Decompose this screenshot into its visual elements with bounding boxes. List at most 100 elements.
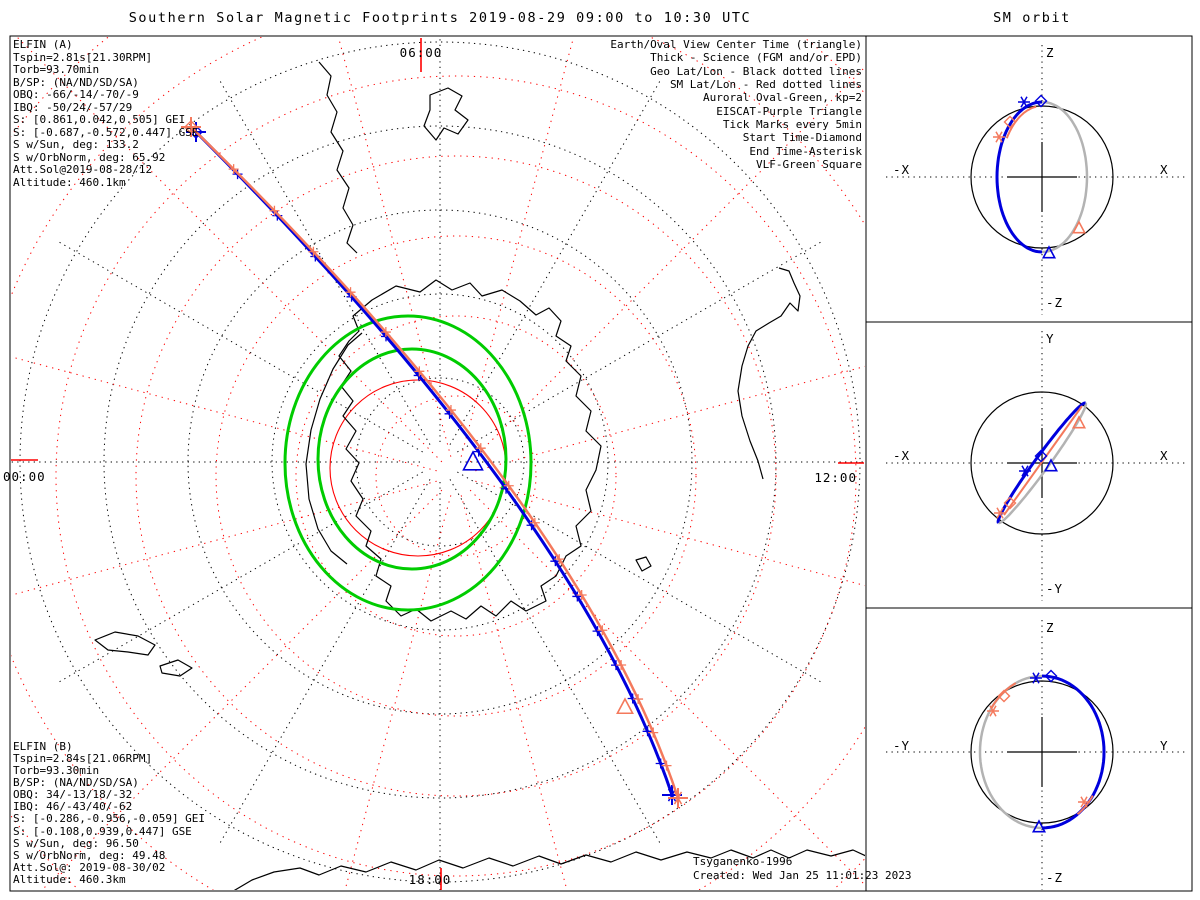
start-time-diamond-marker	[1003, 115, 1017, 129]
tick-plus-marker	[642, 726, 653, 737]
start-time-diamond-marker	[1003, 496, 1017, 510]
tick-plus-marker	[228, 164, 239, 175]
legend-line: Start Time-Diamond	[743, 131, 862, 144]
lon-grid-line	[11, 356, 437, 472]
elfin-b-line: OBQ: 34/-13/18/-32	[13, 788, 132, 801]
footprint-track	[194, 130, 674, 796]
sm-orbit-panel-sm_orbit_xy	[886, 331, 1186, 601]
earth-circle	[970, 680, 1114, 824]
lon-grid-line	[16, 37, 443, 463]
footprint-track	[190, 126, 680, 799]
lat-grid-circle	[355, 377, 525, 547]
auroral-oval	[316, 347, 508, 571]
axis-label: -X	[893, 448, 910, 463]
legend-line: Geo Lat/Lon - Black dotted lines	[650, 65, 862, 78]
legend-line: End Time-Asterisk	[749, 145, 862, 158]
mlt-label-bottom: 18:00	[409, 872, 452, 887]
coastline-south-america-coast	[318, 61, 358, 254]
page-title: Southern Solar Magnetic Footprints 2019-…	[129, 10, 752, 26]
mlt-label-right: 12:00	[814, 470, 857, 485]
center-time-triangle-marker	[1031, 819, 1047, 833]
map-layer	[11, 37, 865, 890]
tick-plus-marker	[661, 760, 672, 771]
axis-label: X	[1160, 448, 1169, 463]
axis-label: Z	[1046, 620, 1055, 635]
tick-plus-marker	[572, 591, 583, 602]
axis-label: -Z	[1046, 870, 1063, 885]
coastline-antarctica-body	[338, 279, 602, 622]
elfin-a-line: IBQ: -50/24/-57/29	[13, 101, 132, 114]
tick-plus-marker	[269, 205, 280, 216]
end-time-asterisk-marker	[1030, 672, 1042, 684]
lon-grid-line	[457, 471, 822, 683]
elfin-b-line: Tspin=2.84s[21.06RPM]	[13, 752, 152, 765]
tick-plus-marker	[592, 626, 603, 637]
lat-grid-circle	[375, 395, 537, 557]
lat-grid-circle	[103, 125, 777, 799]
tick-plus-marker	[380, 327, 391, 338]
coastline-bottom-coast	[233, 849, 865, 890]
lat-grid-circle	[19, 41, 861, 883]
lat-grid-circle	[271, 293, 609, 631]
tick-plus-marker	[633, 694, 644, 705]
tick-plus-marker	[648, 727, 659, 738]
mlt-label-left: 00:00	[3, 469, 46, 484]
elfin-a-line: OBQ: -66/-14/-70/-9	[13, 88, 139, 101]
lon-grid-line	[58, 241, 423, 453]
legend-line: Tick Marks every 5min	[723, 118, 862, 131]
elfin-b-header: ELFIN (B)	[13, 740, 73, 753]
orbit-arc	[1003, 405, 1083, 516]
center-time-triangle-marker	[1071, 220, 1087, 234]
tick-plus-marker	[475, 443, 486, 454]
lon-grid-line	[41, 489, 443, 890]
start-time-diamond-marker	[1034, 449, 1048, 463]
tick-plus-marker	[503, 480, 514, 491]
lon-grid-line	[11, 480, 437, 596]
lon-grid-line	[469, 66, 865, 463]
elfin-b-line: IBQ: 46/-43/40/-62	[13, 800, 132, 813]
sm-orbit-panel-sm_orbit_xz	[886, 45, 1186, 315]
coastline-island-1	[94, 631, 156, 656]
lon-grid-line	[337, 37, 452, 457]
lon-grid-line	[475, 365, 865, 472]
legend-line: VLF-Green Square	[756, 158, 862, 171]
end-time-asterisk-marker	[1078, 796, 1090, 808]
elfin-a-line: Altitude: 460.1km	[13, 176, 126, 189]
elfin-a-header: ELFIN (A)	[13, 38, 73, 51]
center-time-triangle-marker	[616, 697, 634, 715]
tick-plus-marker	[597, 625, 608, 636]
elfin-a-line: S: [-0.687,-0.572,0.447] GSE	[13, 126, 198, 139]
legend-line: EISCAT-Purple Triangle	[716, 105, 862, 118]
axis-label: -X	[893, 162, 910, 177]
start-time-diamond-marker	[1044, 669, 1058, 683]
lon-grid-line	[457, 241, 822, 453]
lat-grid-circle	[295, 315, 617, 637]
lon-grid-line	[449, 479, 661, 844]
lat-grid-circle	[55, 75, 857, 877]
lat-grid-circle	[215, 235, 697, 717]
end-time-asterisk-marker	[993, 131, 1005, 143]
axis-label: Z	[1046, 45, 1055, 60]
created-timestamp: Created: Wed Jan 25 11:01:23 2023	[693, 869, 912, 882]
center-time-triangle-marker	[1071, 415, 1087, 429]
axis-label: Y	[1046, 331, 1055, 346]
elfin-a-line: S w/OrbNorm, deg: 65.92	[13, 151, 165, 164]
lon-grid-line	[475, 480, 865, 587]
tick-plus-marker	[529, 517, 540, 528]
axis-label: Y	[1160, 738, 1169, 753]
lon-grid-line	[449, 80, 661, 445]
center-time-triangle-marker	[1041, 245, 1057, 259]
axis-label: X	[1160, 162, 1169, 177]
tick-plus-marker	[445, 405, 456, 416]
elfin-a-line: Torb=93.70min	[13, 63, 99, 76]
lon-grid-line	[58, 471, 423, 683]
tick-plus-marker	[554, 554, 565, 565]
sm-orbit-panel-frame-1	[865, 35, 1193, 323]
center-time-triangle-marker	[1043, 458, 1059, 472]
tick-plus-marker	[308, 246, 319, 257]
coastline-island-2	[159, 659, 193, 677]
sm-orbit-panel-frame-2	[865, 321, 1193, 609]
end-time-asterisk-marker	[994, 507, 1006, 519]
start-time-diamond-marker	[184, 120, 198, 134]
model-label: Tsyganenko-1996	[693, 855, 792, 868]
